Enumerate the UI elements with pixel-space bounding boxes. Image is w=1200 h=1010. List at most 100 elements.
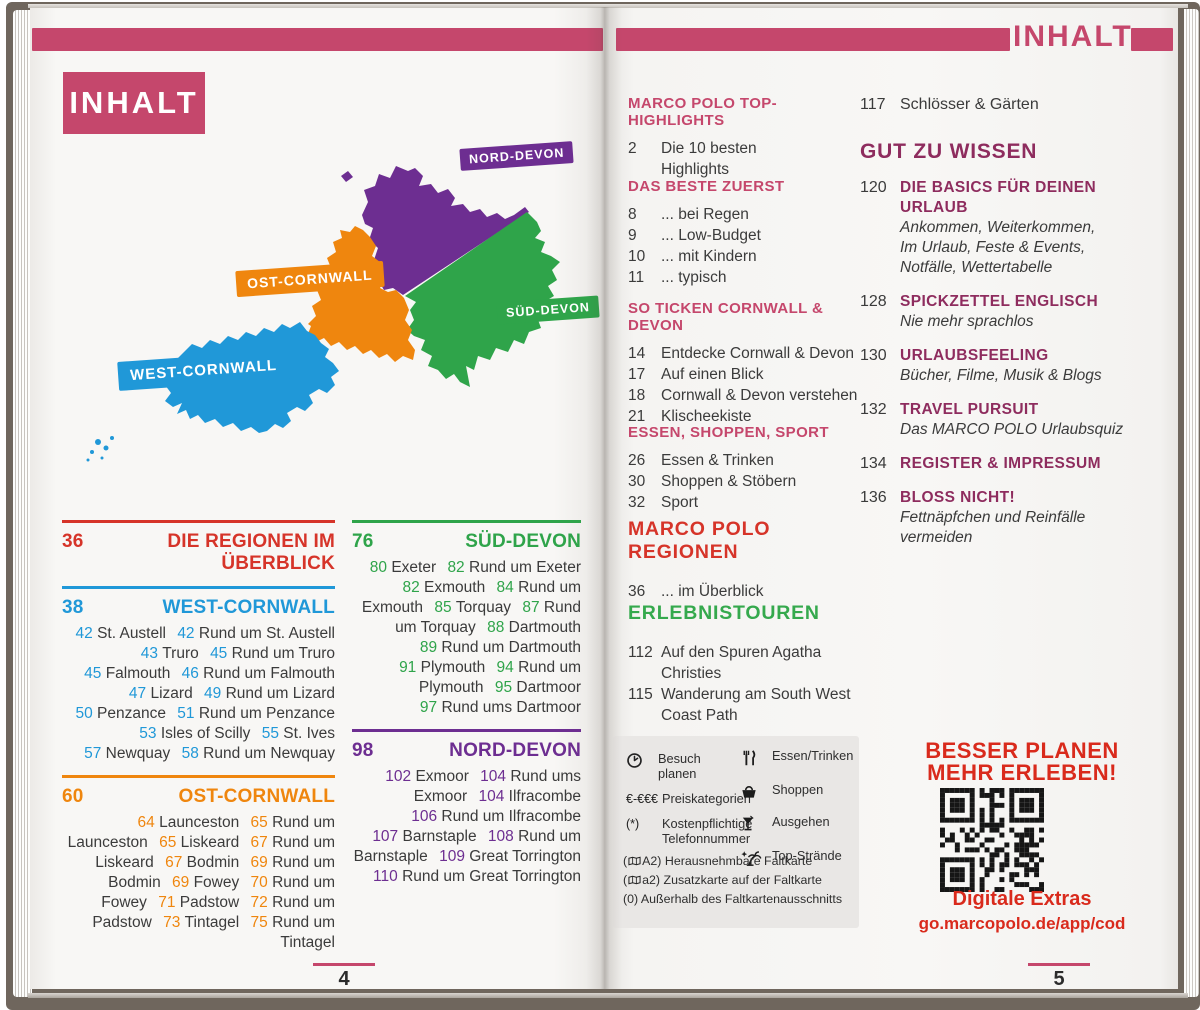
toc-entry: 65 Liskeard: [159, 834, 239, 851]
page-number-left: 4: [338, 968, 350, 990]
gzw-item-136: 136 BLOSS NICHT! Fettnäpfchen und Reinfäll…: [860, 488, 1146, 548]
footer-rule-right: [1028, 963, 1090, 966]
entry-page-number: 65: [159, 834, 177, 851]
cutlery-icon: [740, 748, 772, 772]
entry-page-number: 91: [399, 659, 417, 676]
item-label-line: Entdecke Cornwall & Devon: [661, 345, 854, 362]
footer-rule-left: [313, 963, 375, 966]
item-label-line: Auf den Spuren Agatha: [661, 644, 822, 661]
item-page-number: 36: [628, 583, 646, 600]
item-label: Entdecke Cornwall & Devon: [661, 343, 854, 364]
entry-page-number: 106: [411, 808, 438, 825]
item-subtitle-line: Nie mehr sprachlos: [900, 313, 1034, 330]
toc-entry: 47 Lizard: [129, 685, 193, 702]
toc-entry: 58 Rund um Newquay: [182, 745, 335, 762]
toc-section-ost-cornwall: 60 OST-CORNWALL 64 Launceston 65 Rund um L…: [62, 775, 335, 953]
section-entries: 102 Exmoor 104 Rund ums Exmoor 104 Ilfra…: [352, 767, 581, 887]
toc-entry: 97 Rund ums Dartmoor: [420, 699, 581, 716]
item-label: Auf den Spuren Agatha Christies: [661, 642, 821, 684]
map-region-sued-devon: [405, 212, 560, 387]
map-region-ost-cornwall: [308, 226, 415, 362]
toc-entry: 73 Tintagel: [163, 914, 239, 931]
item-label: Wanderung am South West Coast Path: [661, 684, 851, 726]
entry-label: Rund um Great Torrington: [397, 868, 581, 885]
section-page-number: 38: [62, 597, 84, 618]
toc-entry: 69 Fowey: [172, 874, 239, 891]
entry-label: Rund ums Exmoor: [413, 768, 581, 805]
gut-zu-wissen-items: 120 DIE BASICS FÜR DEINEN URLAUB Ankommen, …: [860, 178, 1146, 548]
page-title: INHALT: [1013, 20, 1133, 53]
item-label-line: Wanderung am South West: [661, 686, 851, 703]
entry-label: Isles of Scilly: [156, 725, 251, 742]
entry-label: Rund um Padstow: [92, 894, 335, 931]
entry-page-number: 104: [480, 768, 507, 785]
promo-line-2: MEHR ERLEBEN!: [927, 760, 1117, 785]
clock-icon: [626, 751, 658, 774]
toc-entry: 85 Torquay: [434, 599, 511, 616]
legend-box: Besuch planen €-€€€ Preiskategorien (*) Kost…: [613, 736, 859, 928]
pages-top-edge: [28, 4, 1188, 8]
item-label-line: ... bei Regen: [661, 206, 749, 223]
basket-icon: [740, 782, 772, 804]
section-page-number: 60: [62, 786, 84, 807]
item-label: ... typisch: [661, 267, 726, 288]
entry-label: Rund um Fowey: [101, 874, 335, 911]
toc-entry: 43 Truro: [141, 645, 199, 662]
entry-page-number: 67: [165, 854, 183, 871]
item-page-number: 17: [628, 366, 646, 383]
item-label-line: Sport: [661, 494, 699, 511]
entry-page-number: 70: [250, 874, 268, 891]
entry-label: Bodmin: [182, 854, 240, 871]
toc-section-nord-devon: 98 NORD-DEVON 102 Exmoor 104 Rund ums Exmo…: [352, 729, 581, 887]
section-title: SÜD-DEVON: [465, 531, 581, 552]
cocktail-icon: [740, 814, 772, 838]
item-label: ... Low-Budget: [661, 225, 761, 246]
toc-entry: 42 St. Austell: [76, 625, 166, 642]
entry-page-number: 55: [261, 725, 279, 742]
item-page-number: 2: [628, 140, 637, 157]
entry-page-number: 65: [250, 814, 268, 831]
toc-column-2: 76 SÜD-DEVON 80 Exeter 82 Rund um Exeter 8…: [352, 520, 581, 898]
toc-entry: 70 Rund um Fowey: [101, 874, 335, 911]
toc-entry: 95 Dartmoor: [495, 679, 581, 696]
legend-footnote: (0) Außerhalb des Faltkartenausschnitts: [623, 890, 853, 909]
rp-section-title: MARCO POLO REGIONEN: [628, 518, 771, 563]
item-label-line: ... im Überblick: [661, 583, 764, 600]
toc-sections-column: MARCO POLO TOP-HIGHLIGHTS 2 Die 10 besten H…: [628, 0, 868, 770]
entry-page-number: 89: [419, 639, 438, 656]
toc-entry: 102 Exmoor: [385, 768, 469, 785]
entry-page-number: 73: [163, 914, 181, 931]
item-label-line: ... typisch: [661, 269, 727, 286]
rp-toc-item: 8 ... bei Regen: [628, 204, 866, 225]
toc-entry: 57 Newquay: [84, 745, 170, 762]
top-accent-bar-end: [1131, 28, 1173, 51]
item-page-number: 115: [628, 686, 653, 703]
rp-toc-item: 112 Auf den Spuren Agatha Christies: [628, 642, 866, 684]
rp-toc-item: 30 Shoppen & Stöbern: [628, 471, 866, 492]
entry-page-number: 47: [128, 685, 147, 702]
entry-page-number: 45: [84, 665, 102, 682]
beach-icon: [740, 848, 772, 872]
section-entries: 42 St. Austell 42 Rund um St. Austell 43…: [62, 624, 335, 764]
legend-label: Shoppen: [772, 782, 824, 797]
entry-label: Rund um Launceston: [67, 814, 335, 851]
legend-footnotes: (A2) Herausnehmbare Faltkarte (a2) Zusatz…: [623, 852, 853, 909]
entry-label: Dartmoor: [512, 679, 581, 696]
entry-label: Ilfracombe: [504, 788, 581, 805]
legend-row: Top-Strände: [740, 848, 855, 872]
toc-entry: 94 Rund um Plymouth: [419, 659, 581, 696]
entry-page-number: 84: [496, 579, 514, 596]
entry-page-number: 69: [250, 854, 268, 871]
entry-label: Lizard: [146, 685, 193, 702]
entry-label: Exeter: [387, 559, 437, 576]
entry-page-number: 53: [139, 725, 157, 742]
item-label-line: Essen & Trinken: [661, 452, 774, 469]
item-label: Sport: [661, 492, 698, 513]
item-subtitle-line: Notfälle, Wettertabelle: [900, 259, 1053, 276]
item-label: Essen & Trinken: [661, 450, 774, 471]
map-region-nord-devon: [362, 166, 529, 295]
entry-page-number: 50: [75, 705, 93, 722]
item-label-line: Cornwall & Devon verstehen: [661, 387, 858, 404]
section-header: 36 DIE REGIONEN IM ÜBERBLICK: [62, 531, 335, 575]
entry-page-number: 45: [210, 645, 228, 662]
